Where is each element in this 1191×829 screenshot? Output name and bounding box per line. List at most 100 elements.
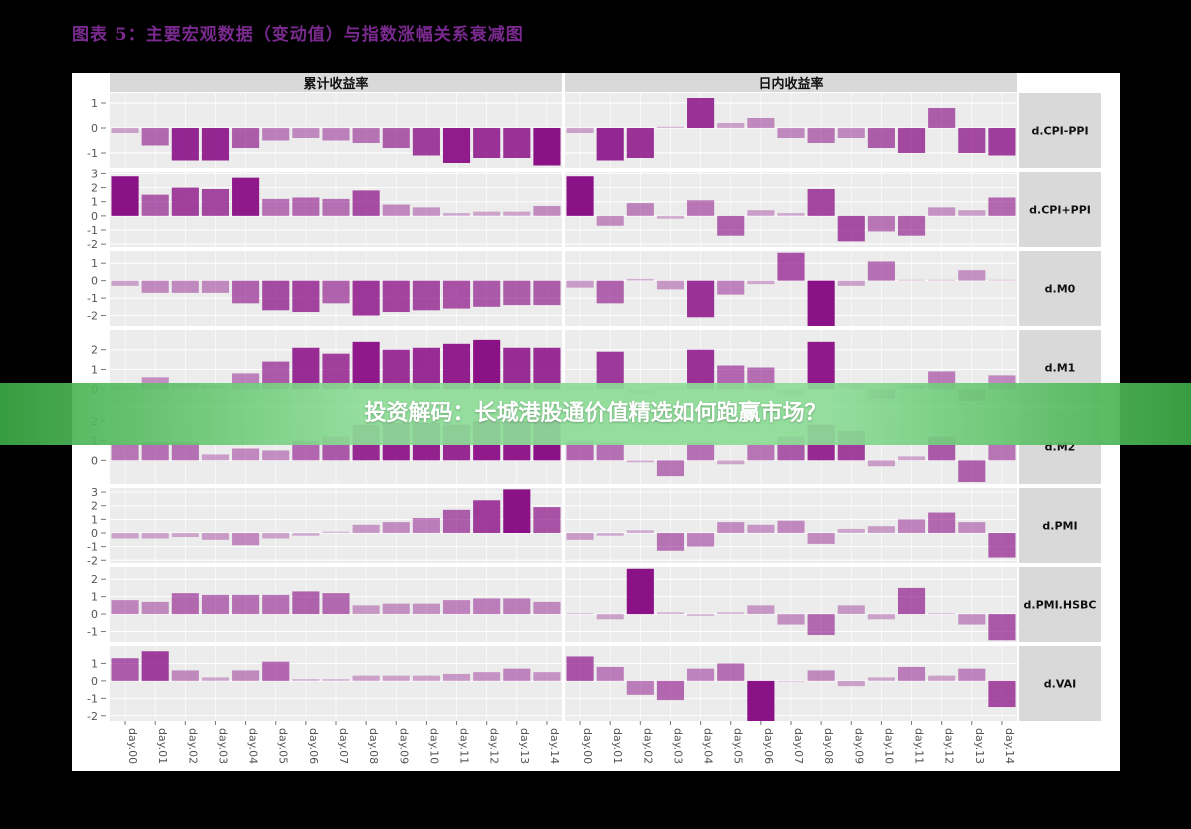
row-strip-label: d.CPI+PPI xyxy=(1029,204,1091,217)
bar xyxy=(958,460,986,483)
bar xyxy=(897,666,926,681)
bar xyxy=(596,128,624,161)
bar xyxy=(717,522,745,533)
bar xyxy=(988,533,1016,558)
bar xyxy=(807,670,835,681)
bar xyxy=(566,656,594,681)
bar xyxy=(292,347,320,390)
column-strip-label: 累计收益率 xyxy=(303,76,368,92)
x-tick-label: day.00 xyxy=(126,728,139,764)
bar xyxy=(442,128,471,163)
bar xyxy=(596,442,624,461)
bar xyxy=(201,128,230,161)
bar xyxy=(533,672,561,681)
bar xyxy=(626,568,654,615)
row-strip-label: d.PMI.HSBC xyxy=(1024,599,1097,612)
x-tick-label: day.04 xyxy=(247,728,260,764)
bar xyxy=(442,280,471,309)
x-tick-label: day.09 xyxy=(397,728,410,764)
bar xyxy=(807,614,835,636)
bar xyxy=(322,593,350,615)
bar xyxy=(807,341,835,390)
y-tick-label: -2 xyxy=(87,554,98,567)
bar xyxy=(232,448,260,461)
y-tick-label: 2 xyxy=(91,573,98,586)
x-tick-label: day.14 xyxy=(1003,728,1016,764)
bar xyxy=(687,442,715,461)
bar xyxy=(352,190,380,216)
x-tick-label: day.05 xyxy=(277,728,290,764)
bar xyxy=(111,658,139,681)
bar xyxy=(141,128,169,146)
bar xyxy=(412,518,440,533)
bar xyxy=(897,279,926,281)
bar xyxy=(687,349,715,390)
facet-bar-chart: 累计收益率 日内收益率d.CPI-PPI10-1d.CPI+PPI3210-1-2… xyxy=(87,73,1101,764)
x-tick-label: day.03 xyxy=(216,728,229,764)
x-tick-label: day.13 xyxy=(518,728,531,764)
bar xyxy=(596,666,624,681)
bar xyxy=(412,675,440,681)
bar xyxy=(837,128,865,138)
row-strip xyxy=(1019,488,1101,563)
y-tick-label: -1 xyxy=(87,541,98,554)
bar xyxy=(322,198,350,216)
y-tick-label: 2 xyxy=(91,182,98,195)
bar xyxy=(747,444,775,461)
bar xyxy=(262,533,290,539)
bar xyxy=(503,347,531,390)
bar xyxy=(656,533,685,551)
bar xyxy=(747,605,775,615)
bar xyxy=(717,663,745,681)
x-tick-label: day.02 xyxy=(641,728,654,764)
bar xyxy=(928,613,956,615)
bar xyxy=(141,280,169,293)
bar xyxy=(867,614,895,620)
bar xyxy=(687,614,715,616)
bar xyxy=(201,188,230,216)
row-strip-label: d.VAI xyxy=(1044,678,1076,691)
bar xyxy=(687,280,715,318)
bar xyxy=(111,444,139,461)
bar xyxy=(232,670,260,681)
bar xyxy=(747,210,775,216)
bar xyxy=(352,341,380,390)
overlay-banner[interactable]: 投资解码：长城港股通价值精选如何跑赢市场？ xyxy=(0,383,1191,445)
x-tick-label: day.10 xyxy=(427,728,440,764)
bar xyxy=(232,594,260,615)
row-strip-label: d.M1 xyxy=(1045,362,1076,375)
bar xyxy=(141,651,169,681)
bar xyxy=(566,440,594,461)
bar xyxy=(717,280,745,295)
bar xyxy=(322,280,350,304)
y-tick-label: 1 xyxy=(91,363,98,376)
bar xyxy=(473,128,501,158)
bar xyxy=(566,128,594,133)
y-tick-label: 2 xyxy=(91,500,98,513)
bar xyxy=(262,198,290,216)
bar xyxy=(171,280,199,293)
bar xyxy=(807,128,835,143)
bar xyxy=(201,454,230,461)
bar xyxy=(958,210,986,216)
bar xyxy=(596,351,624,390)
figure-title: 图表 5：主要宏观数据（变动值）与指数涨幅关系衰减图 xyxy=(72,25,524,45)
bar xyxy=(656,612,685,615)
bar xyxy=(503,668,531,681)
bar xyxy=(596,614,624,620)
bar xyxy=(747,280,775,285)
bar xyxy=(171,670,199,681)
bar xyxy=(867,128,895,148)
bar xyxy=(533,601,561,615)
bar xyxy=(382,603,410,615)
bar xyxy=(412,128,440,156)
bar xyxy=(988,614,1016,641)
y-tick-label: 0 xyxy=(91,275,98,288)
row-strip xyxy=(1019,93,1101,168)
bar xyxy=(503,280,531,306)
bar xyxy=(533,205,561,216)
bar xyxy=(111,280,139,286)
bar xyxy=(201,280,230,293)
y-tick-label: 1 xyxy=(91,513,98,526)
bar xyxy=(473,598,501,615)
